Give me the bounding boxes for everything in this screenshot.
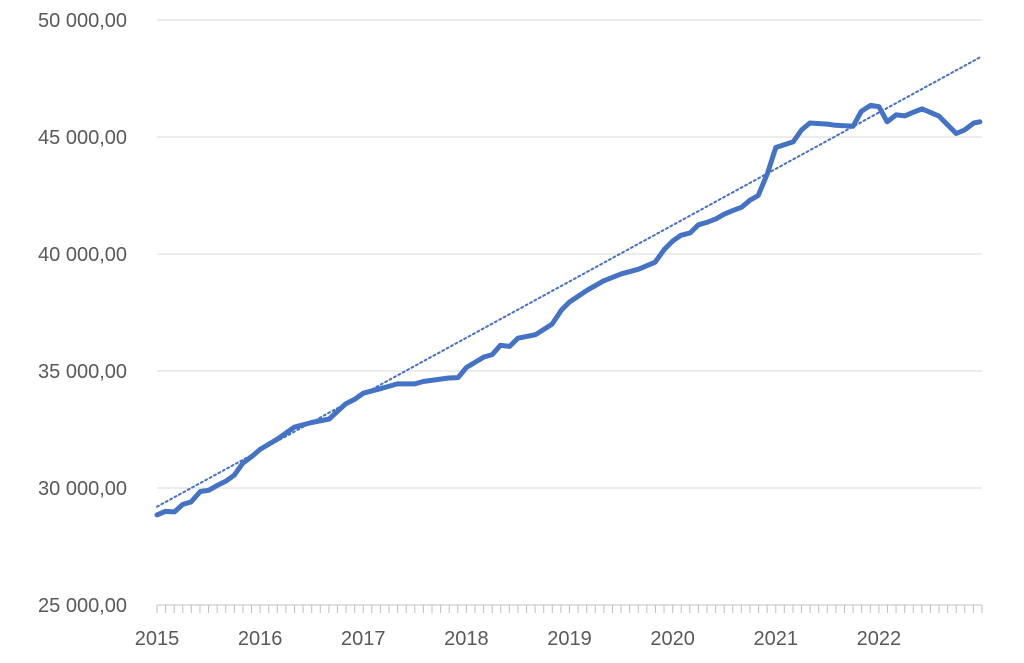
series-layer <box>154 56 983 518</box>
x-tick-label: 2021 <box>754 628 799 650</box>
y-tick-label: 50 000,00 <box>38 10 127 32</box>
x-tick-label: 2022 <box>857 628 902 650</box>
x-tick-label: 2019 <box>547 628 592 650</box>
y-tick-label: 45 000,00 <box>38 127 127 149</box>
y-axis-tick-labels: 25 000,00 30 000,00 35 000,00 40 000,00 45 0… <box>38 10 127 617</box>
y-tick-label: 30 000,00 <box>38 478 127 500</box>
gridlines <box>157 19 982 489</box>
x-tick-label: 2018 <box>444 628 489 650</box>
x-tick-label: 2020 <box>650 628 695 650</box>
y-tick-label: 35 000,00 <box>38 361 127 383</box>
x-tick-label: 2016 <box>238 628 283 650</box>
x-axis <box>156 604 983 613</box>
y-tick-label: 40 000,00 <box>38 244 127 266</box>
x-axis-tick-labels: 2015 2016 2017 2018 2019 2020 2021 2022 <box>135 628 901 650</box>
trendline <box>156 56 981 508</box>
x-tick-label: 2017 <box>341 628 386 650</box>
x-tick-label: 2015 <box>135 628 180 650</box>
y-tick-label: 25 000,00 <box>38 595 127 617</box>
series-line <box>154 102 983 518</box>
